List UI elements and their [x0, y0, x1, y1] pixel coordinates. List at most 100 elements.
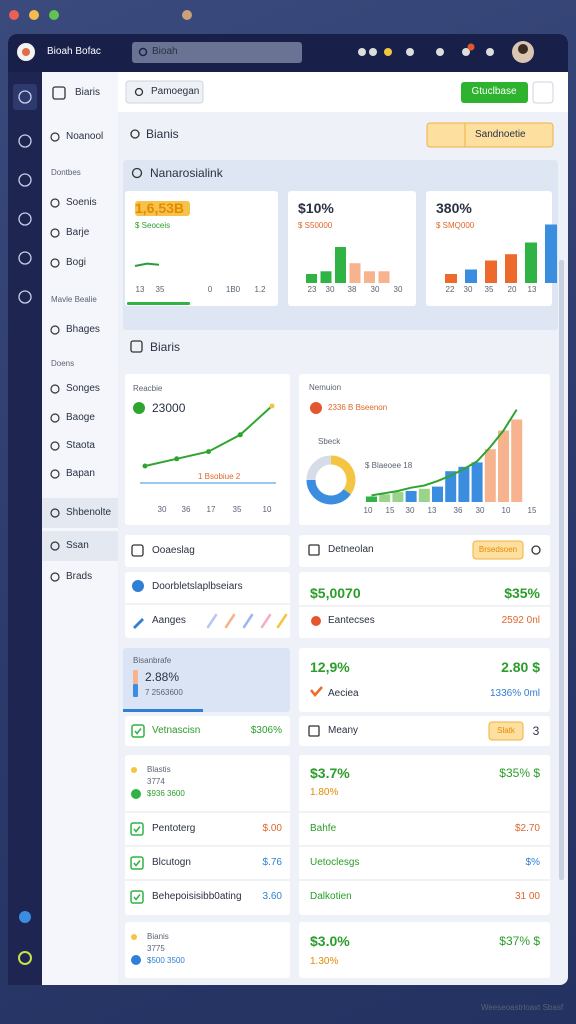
- logo: [22, 48, 30, 56]
- decor-stroke: [224, 613, 236, 629]
- panel-title: Nanarosialink: [150, 166, 223, 180]
- kpi-card: [125, 191, 278, 306]
- dropdown-label[interactable]: Sandnoetie: [475, 129, 526, 140]
- card-icon: [131, 544, 144, 557]
- list-row[interactable]: Blcutogn: [152, 857, 191, 868]
- card-label: Blastis: [147, 765, 171, 774]
- sidebar-item[interactable]: Ssan: [66, 540, 89, 551]
- sidebar-item[interactable]: Bapan: [66, 468, 95, 479]
- check-mark: [133, 860, 141, 867]
- kpi-sub: $ Seoceis: [135, 221, 171, 230]
- rail-icon: [18, 251, 32, 265]
- card-change: 2.80 $: [501, 659, 540, 675]
- kpi-axis-label: 30: [370, 285, 380, 294]
- row-icon: [131, 934, 137, 940]
- x-tick-label: 36: [181, 505, 191, 514]
- card-icon: [531, 545, 541, 555]
- bar: [471, 462, 483, 502]
- line-point: [237, 432, 243, 438]
- sidebar-icon: [50, 441, 60, 451]
- dropdown: [426, 122, 554, 148]
- kpi-value: $10%: [298, 200, 334, 216]
- sidebar-item[interactable]: Shbenolte: [66, 507, 112, 518]
- checkbox: [130, 890, 144, 904]
- toolbar-icon: [436, 48, 444, 56]
- sidebar-icon: [50, 413, 60, 423]
- sidebar-item[interactable]: Brads: [66, 571, 93, 582]
- accent-bar: [133, 684, 138, 697]
- footer-text: Weeseoastrioaxt Sbasf: [480, 1003, 564, 1012]
- bar: [432, 486, 443, 502]
- chart-annotation: $ Blaeoee 18: [365, 461, 413, 470]
- x-tick-label: 17: [206, 505, 216, 514]
- search-box: [132, 42, 302, 63]
- header-icon: [130, 129, 140, 139]
- x-tick-label: 36: [453, 506, 463, 515]
- sidebar-item[interactable]: Soenis: [66, 197, 97, 208]
- list-row[interactable]: Behepoisisibb0ating: [152, 891, 242, 902]
- donut-slice: [306, 455, 332, 481]
- card-sub: $500 3500: [147, 956, 185, 965]
- sidebar-icon: [50, 132, 60, 142]
- sidebar-item[interactable]: Baoge: [66, 412, 95, 423]
- toolbar-icon: [384, 48, 392, 56]
- search-text[interactable]: Bioah: [152, 46, 178, 57]
- sidebar-item[interactable]: Dontbes: [51, 168, 81, 177]
- kpi-card: [426, 191, 552, 306]
- bar: [511, 419, 523, 502]
- chart-title: Reacbie: [133, 384, 163, 393]
- x-tick-label: 15: [385, 506, 395, 515]
- kpi-axis-label: 30: [463, 285, 473, 294]
- sparkline: [134, 262, 160, 267]
- sidebar-icon: [50, 572, 60, 582]
- sidebar-item[interactable]: Staota: [66, 440, 95, 451]
- checkbox: [130, 822, 144, 836]
- list-row[interactable]: Uetoclesgs: [310, 857, 360, 868]
- card: [125, 535, 290, 567]
- card-change: $35% $: [499, 766, 540, 780]
- legend-marker: [310, 402, 322, 414]
- list-row[interactable]: Bahfe: [310, 823, 337, 834]
- sidebar-icon: [50, 384, 60, 394]
- sidebar-item[interactable]: Noanool: [66, 131, 104, 142]
- card-value: $306%: [250, 725, 282, 736]
- section-icon: [130, 340, 143, 353]
- list-row[interactable]: Aanges: [152, 615, 186, 626]
- sidebar-item[interactable]: Doens: [51, 359, 75, 368]
- card-icon: [308, 725, 320, 737]
- badge: [472, 540, 524, 560]
- sidebar-item[interactable]: Mavle Bealie: [51, 295, 97, 304]
- sidebar: [42, 72, 118, 985]
- list-row[interactable]: Dalkotien: [310, 891, 352, 902]
- badge-label: Slatk: [497, 726, 515, 735]
- sidebar-item[interactable]: Songes: [66, 383, 100, 394]
- card-value: 3774: [147, 777, 165, 786]
- search-icon: [138, 47, 148, 57]
- badge: [488, 721, 524, 741]
- check-mark: [133, 894, 141, 901]
- row-icon: [132, 580, 144, 592]
- list-row[interactable]: Doorbletslaplbseiars: [152, 581, 243, 592]
- donut-label: Sbeck: [318, 437, 341, 446]
- tab-label[interactable]: Pamoegan: [151, 86, 200, 97]
- kpi-bar: [306, 274, 317, 283]
- notification-badge: [467, 43, 475, 51]
- sidebar-item[interactable]: Bogi: [66, 257, 87, 268]
- list-row[interactable]: Pentoterg: [152, 823, 196, 834]
- rail-active: [13, 84, 37, 110]
- card-label: Bisanbrafe: [133, 656, 172, 665]
- list-row[interactable]: Aeciea: [328, 688, 359, 699]
- primary-button-label[interactable]: Gtuclbase: [471, 86, 517, 97]
- sidebar-item[interactable]: Barje: [66, 227, 90, 238]
- sidebar-item[interactable]: Bhages: [66, 324, 100, 335]
- sidebar-icon: [50, 198, 60, 208]
- sidebar-header: Biaris: [75, 87, 101, 98]
- card-title: Meany: [328, 725, 359, 736]
- card: [299, 922, 550, 978]
- card: [299, 648, 550, 712]
- toolbar-icon: [486, 48, 494, 56]
- menu-button: [532, 81, 554, 104]
- toolbar-icon: [369, 48, 377, 56]
- card-icon: [308, 544, 320, 556]
- list-row[interactable]: Eantecses: [328, 615, 375, 626]
